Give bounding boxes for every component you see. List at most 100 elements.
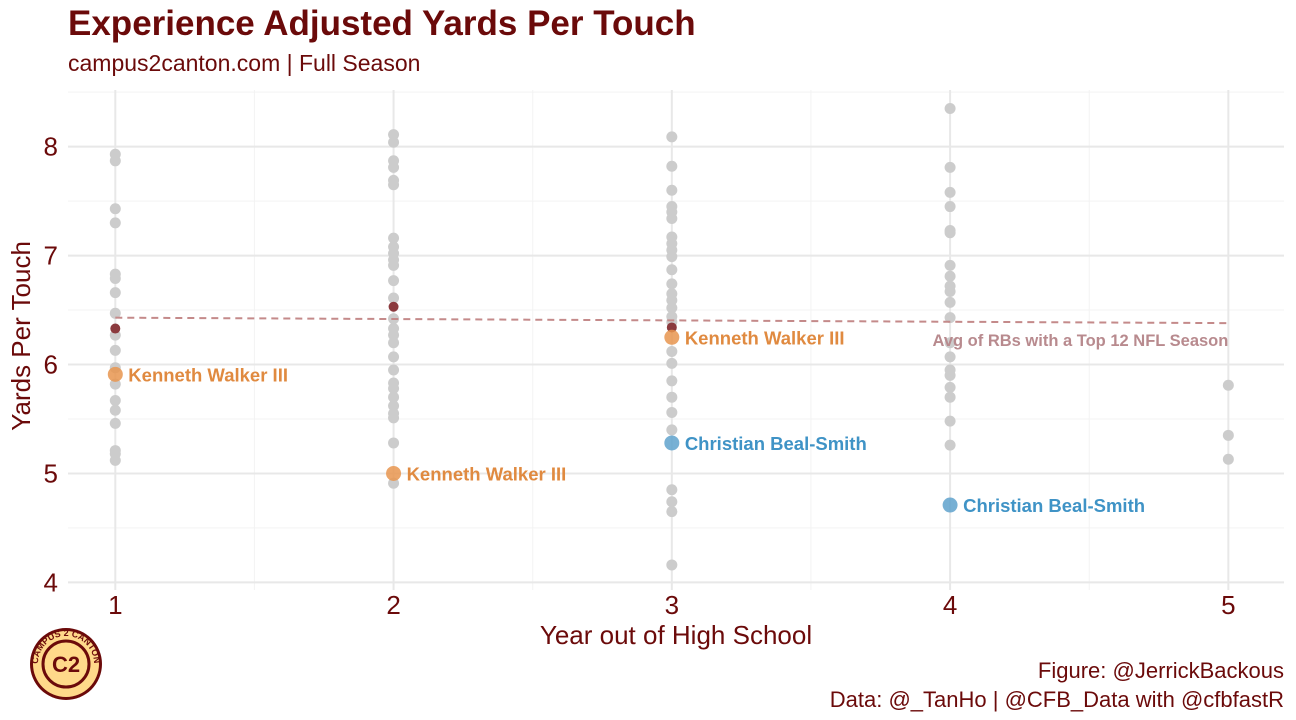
data-point (944, 439, 956, 451)
data-point (666, 357, 678, 369)
x-tick-label: 2 (386, 590, 400, 620)
highlight-point (942, 497, 958, 513)
data-point (1222, 429, 1234, 441)
logo-inner-ring (41, 639, 91, 689)
data-point (388, 364, 400, 376)
data-point (944, 296, 956, 308)
average-line (115, 316, 1229, 325)
point-label: Kenneth Walker III (407, 463, 567, 484)
data-point (666, 391, 678, 403)
data-point (666, 302, 678, 314)
highlight-points (107, 329, 958, 513)
data-point (388, 391, 400, 403)
data-point (388, 259, 400, 271)
data-point (109, 203, 121, 215)
y-tick-label: 4 (44, 567, 58, 597)
data-point (666, 184, 678, 196)
data-point (388, 400, 400, 412)
campus2canton-logo: CAMPUS 2 CANTON C2 (30, 628, 102, 700)
data-point (666, 424, 678, 436)
point-labels: Kenneth Walker III Kenneth Walker III Kenn… (128, 327, 1145, 516)
data-point (1222, 453, 1234, 465)
caption-data-credit: Data: @_TanHo | @CFB_Data with @cfbfastR (829, 687, 1284, 712)
data-point (666, 160, 678, 172)
data-point (109, 307, 121, 319)
data-point (944, 312, 956, 324)
data-point (944, 337, 956, 349)
data-point (109, 378, 121, 390)
data-point (666, 264, 678, 276)
data-point (388, 179, 400, 191)
average-point (388, 301, 399, 312)
x-tick-label: 1 (108, 590, 122, 620)
data-point (944, 391, 956, 403)
highlight-point (386, 465, 402, 481)
data-point (109, 394, 121, 406)
data-point (666, 213, 678, 225)
data-point (944, 201, 956, 213)
average-line-group: Avg of RBs with a Top 12 NFL Season (115, 316, 1229, 350)
data-point (388, 329, 400, 341)
data-point (109, 454, 121, 466)
average-points (110, 301, 677, 334)
data-point (944, 227, 956, 239)
data-point (944, 286, 956, 298)
data-point (109, 344, 121, 356)
caption: Figure: @JerrickBackous Data: @_TanHo | … (830, 656, 1284, 714)
background-points (109, 103, 1234, 571)
data-point (944, 259, 956, 271)
y-tick-label: 6 (44, 350, 58, 380)
y-tick-label: 8 (44, 132, 58, 162)
data-point (388, 232, 400, 244)
data-point (666, 406, 678, 418)
data-point (944, 161, 956, 173)
data-point (388, 351, 400, 363)
x-tick-label: 5 (1221, 590, 1235, 620)
x-axis-label: Year out of High School (540, 620, 812, 650)
data-point (666, 375, 678, 387)
y-tick-label: 7 (44, 241, 58, 271)
data-point (666, 278, 678, 290)
point-label: Christian Beal-Smith (685, 433, 867, 454)
data-point (388, 275, 400, 287)
logo-letters: C2 (52, 652, 80, 677)
axis-ticks: 4 5 6 7 8 1 2 3 4 5 (44, 132, 1236, 620)
data-point (109, 287, 121, 299)
data-point (388, 477, 400, 489)
data-point (666, 251, 678, 263)
data-point (666, 345, 678, 357)
data-point (666, 484, 678, 496)
point-label: Kenneth Walker III (128, 364, 288, 385)
data-point (109, 404, 121, 416)
highlight-point (664, 329, 680, 345)
y-tick-label: 5 (44, 458, 58, 488)
data-point (388, 412, 400, 424)
data-point (944, 381, 956, 393)
data-point (944, 415, 956, 427)
highlight-point (107, 366, 123, 382)
data-point (388, 382, 400, 394)
data-point (388, 136, 400, 148)
caption-figure-credit: Figure: @JerrickBackous (1037, 658, 1284, 683)
average-point (666, 322, 677, 333)
data-point (388, 292, 400, 304)
highlight-point (664, 435, 680, 451)
data-point (944, 351, 956, 363)
data-point (944, 270, 956, 282)
data-point (109, 217, 121, 229)
data-point (388, 437, 400, 449)
point-label: Kenneth Walker III (685, 327, 845, 348)
data-point (944, 186, 956, 198)
average-point (110, 323, 121, 334)
data-point (388, 337, 400, 349)
point-label: Christian Beal-Smith (963, 495, 1145, 516)
data-point (1222, 379, 1234, 391)
data-point (944, 103, 956, 115)
data-point (388, 161, 400, 173)
data-point (666, 559, 678, 571)
chart-title: Experience Adjusted Yards Per Touch (68, 4, 696, 43)
data-point (109, 417, 121, 429)
data-point (109, 155, 121, 167)
data-point (666, 131, 678, 143)
